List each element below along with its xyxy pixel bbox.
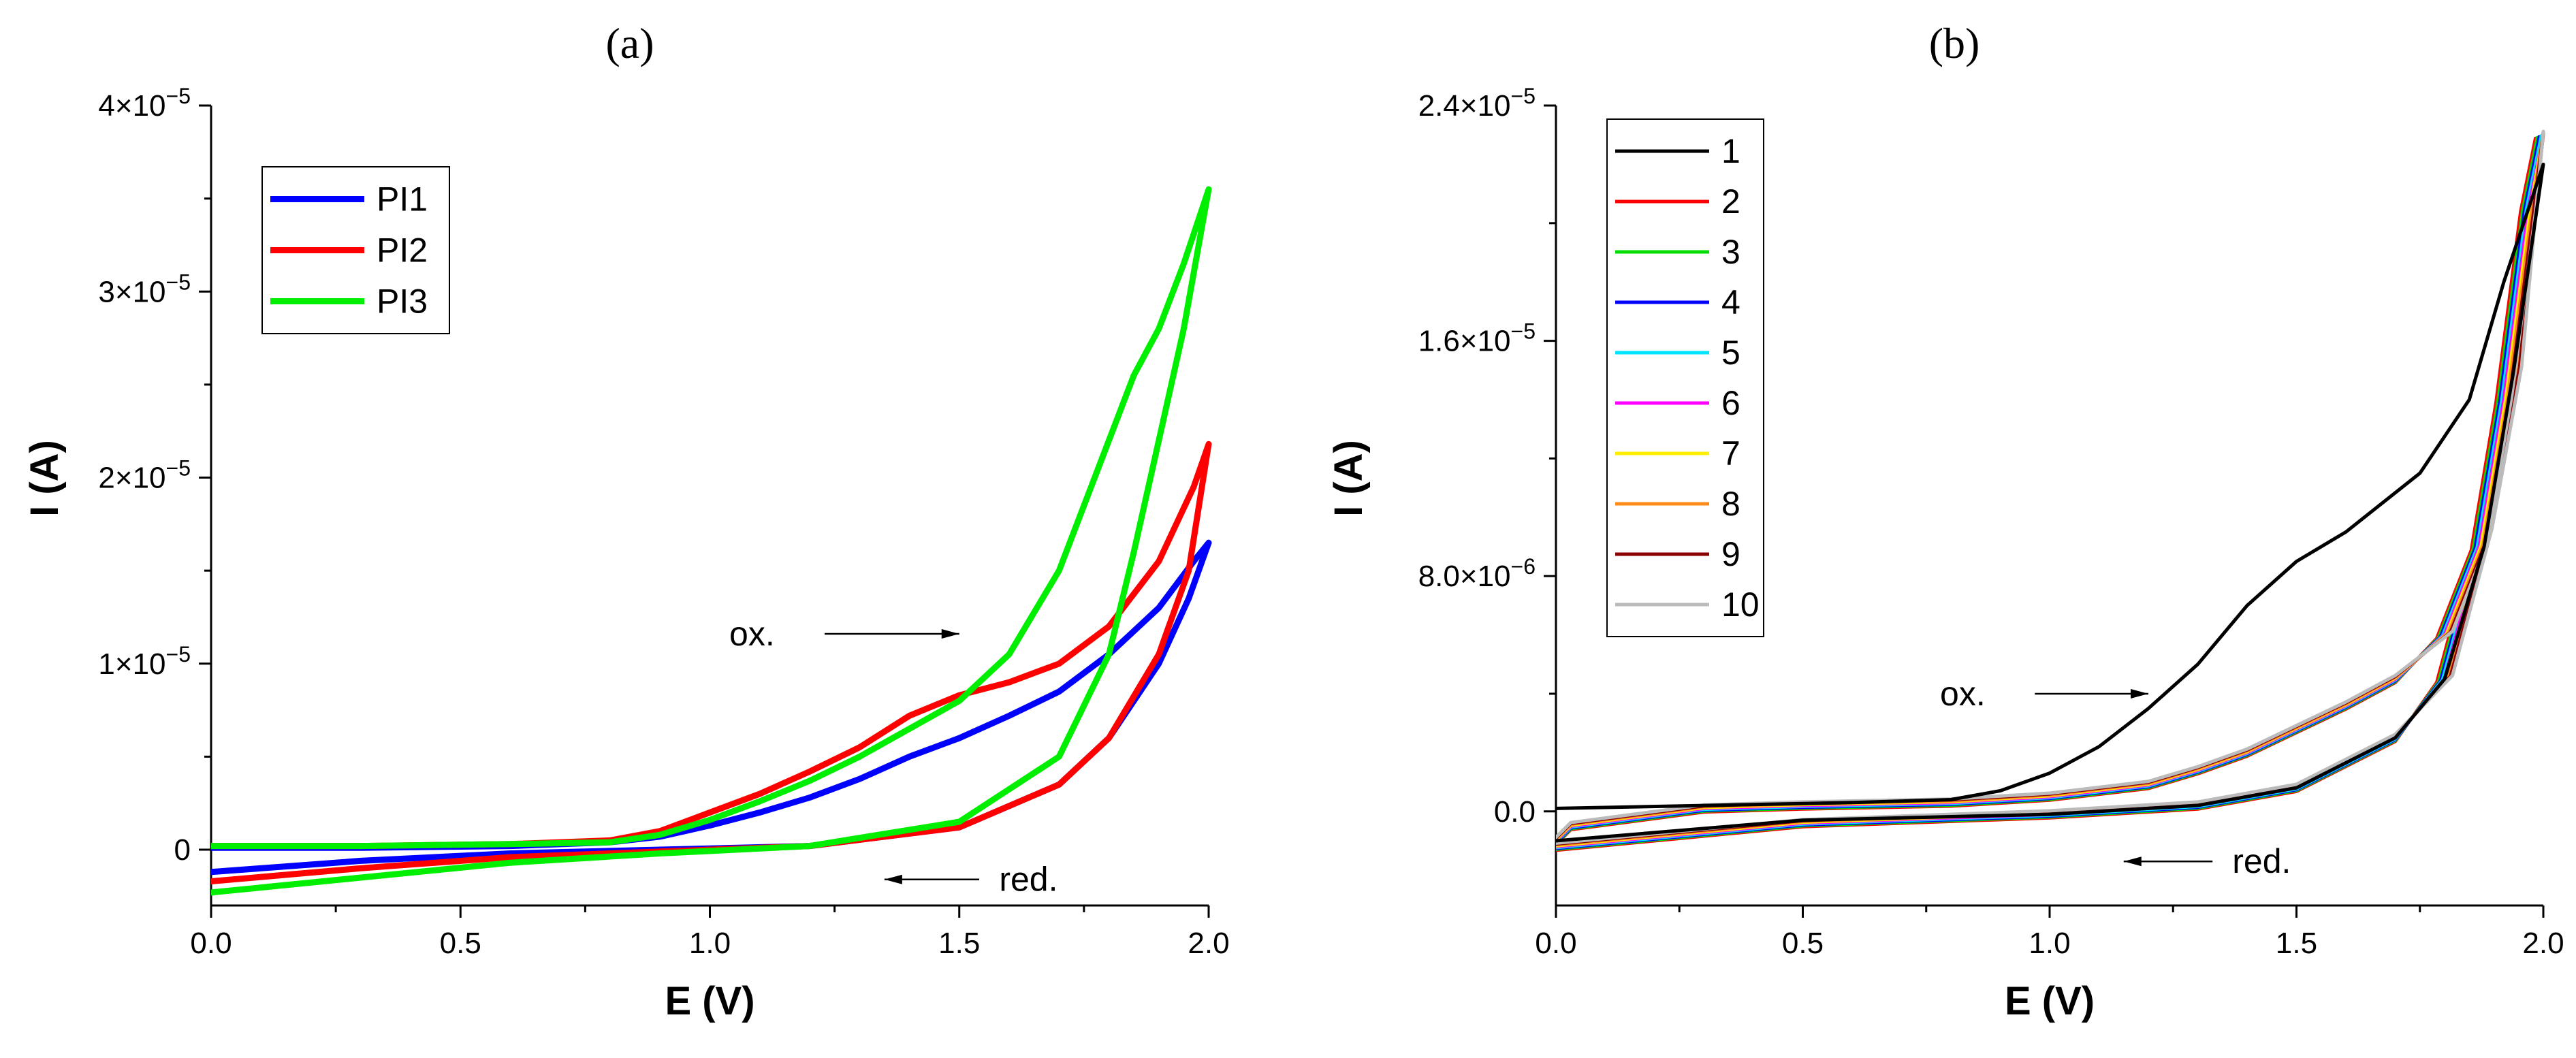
legend-label-b: 8 xyxy=(1721,485,1740,523)
annotation-arrowhead-a xyxy=(941,629,959,639)
annotation-reduction-a: red. xyxy=(999,861,1058,899)
series-group-a xyxy=(211,186,1212,896)
x-tick-label-b: 0.5 xyxy=(1782,927,1824,960)
x-axis-title-b: E (V) xyxy=(2005,979,2095,1023)
y-tick-label-a: 2×10−5 xyxy=(98,456,191,495)
series-line-cycle-1 xyxy=(1556,162,2545,843)
y-tick-label-b: 8.0×10−6 xyxy=(1418,554,1536,593)
x-tick-label-a: 2.0 xyxy=(1188,927,1229,960)
legend-label-b: 7 xyxy=(1721,434,1740,472)
y-tick-label-a: 3×10−5 xyxy=(98,270,191,308)
y-axis-title-a: I (A) xyxy=(22,440,67,517)
annotation-oxidation-a: ox. xyxy=(729,615,775,653)
panel-label-b: (b) xyxy=(1929,19,1980,67)
y-tick-label-b: 0.0 xyxy=(1494,795,1536,829)
series-group-b xyxy=(1556,129,2545,852)
chart-panel-b: (b) 0.0 0.5 1.0 1.5 2.0 0.0 8.0×10−6 1.6×10−5 2.4… xyxy=(1326,19,2564,1023)
x-axis-title-a: E (V) xyxy=(665,979,754,1023)
legend-label-a: PI2 xyxy=(377,231,428,270)
y-tick-label-a: 0 xyxy=(174,833,191,867)
annotation-reduction-b: red. xyxy=(2232,842,2291,880)
legend-label-b: 6 xyxy=(1721,384,1740,422)
series-line-pi3 xyxy=(211,186,1212,896)
x-tick-label-b: 1.5 xyxy=(2276,927,2317,960)
legend-label-a: PI3 xyxy=(377,283,428,321)
legend-a: PI1 PI2 PI3 xyxy=(261,166,450,334)
legend-b: 1 2 3 4 5 6 7 8 9 10 xyxy=(1606,118,1764,637)
annotation-arrowhead-b xyxy=(2123,856,2142,867)
x-tick-label-b: 2.0 xyxy=(2522,927,2564,960)
series-line-pi2 xyxy=(211,440,1212,884)
y-tick-label-a: 1×10−5 xyxy=(98,642,191,681)
panel-label-a: (a) xyxy=(605,19,654,67)
legend-label-a: PI1 xyxy=(377,180,428,219)
x-tick-label-a: 1.0 xyxy=(689,927,731,960)
legend-label-b: 3 xyxy=(1721,233,1740,271)
y-tick-label-b: 1.6×10−5 xyxy=(1418,319,1536,358)
legend-label-b: 4 xyxy=(1721,283,1740,321)
x-tick-label-a: 0.5 xyxy=(440,927,481,960)
annotation-arrowhead-b xyxy=(2131,688,2148,699)
legend-label-b: 2 xyxy=(1721,182,1740,221)
x-tick-label-b: 0.0 xyxy=(1535,927,1576,960)
legend-label-b: 10 xyxy=(1721,586,1760,624)
y-axis-title-b: I (A) xyxy=(1326,440,1371,517)
annotation-arrowhead-a xyxy=(884,874,902,884)
legend-label-b: 9 xyxy=(1721,535,1740,573)
y-tick-label-a: 4×10−5 xyxy=(98,84,191,123)
legend-label-b: 1 xyxy=(1721,132,1740,170)
x-tick-label-a: 1.5 xyxy=(938,927,980,960)
annotation-oxidation-b: ox. xyxy=(1940,675,1986,713)
legend-box-b xyxy=(1606,118,1764,637)
x-tick-label-a: 0.0 xyxy=(190,927,232,960)
chart-panel-a: (a) 0.0 0.5 1.0 1.5 2.0 0 1×10−5 2×10−5 3×10−5 4×1… xyxy=(22,19,1230,1023)
y-tick-label-b: 2.4×10−5 xyxy=(1418,84,1536,123)
legend-label-b: 5 xyxy=(1721,334,1740,372)
x-tick-label-b: 1.0 xyxy=(2029,927,2070,960)
